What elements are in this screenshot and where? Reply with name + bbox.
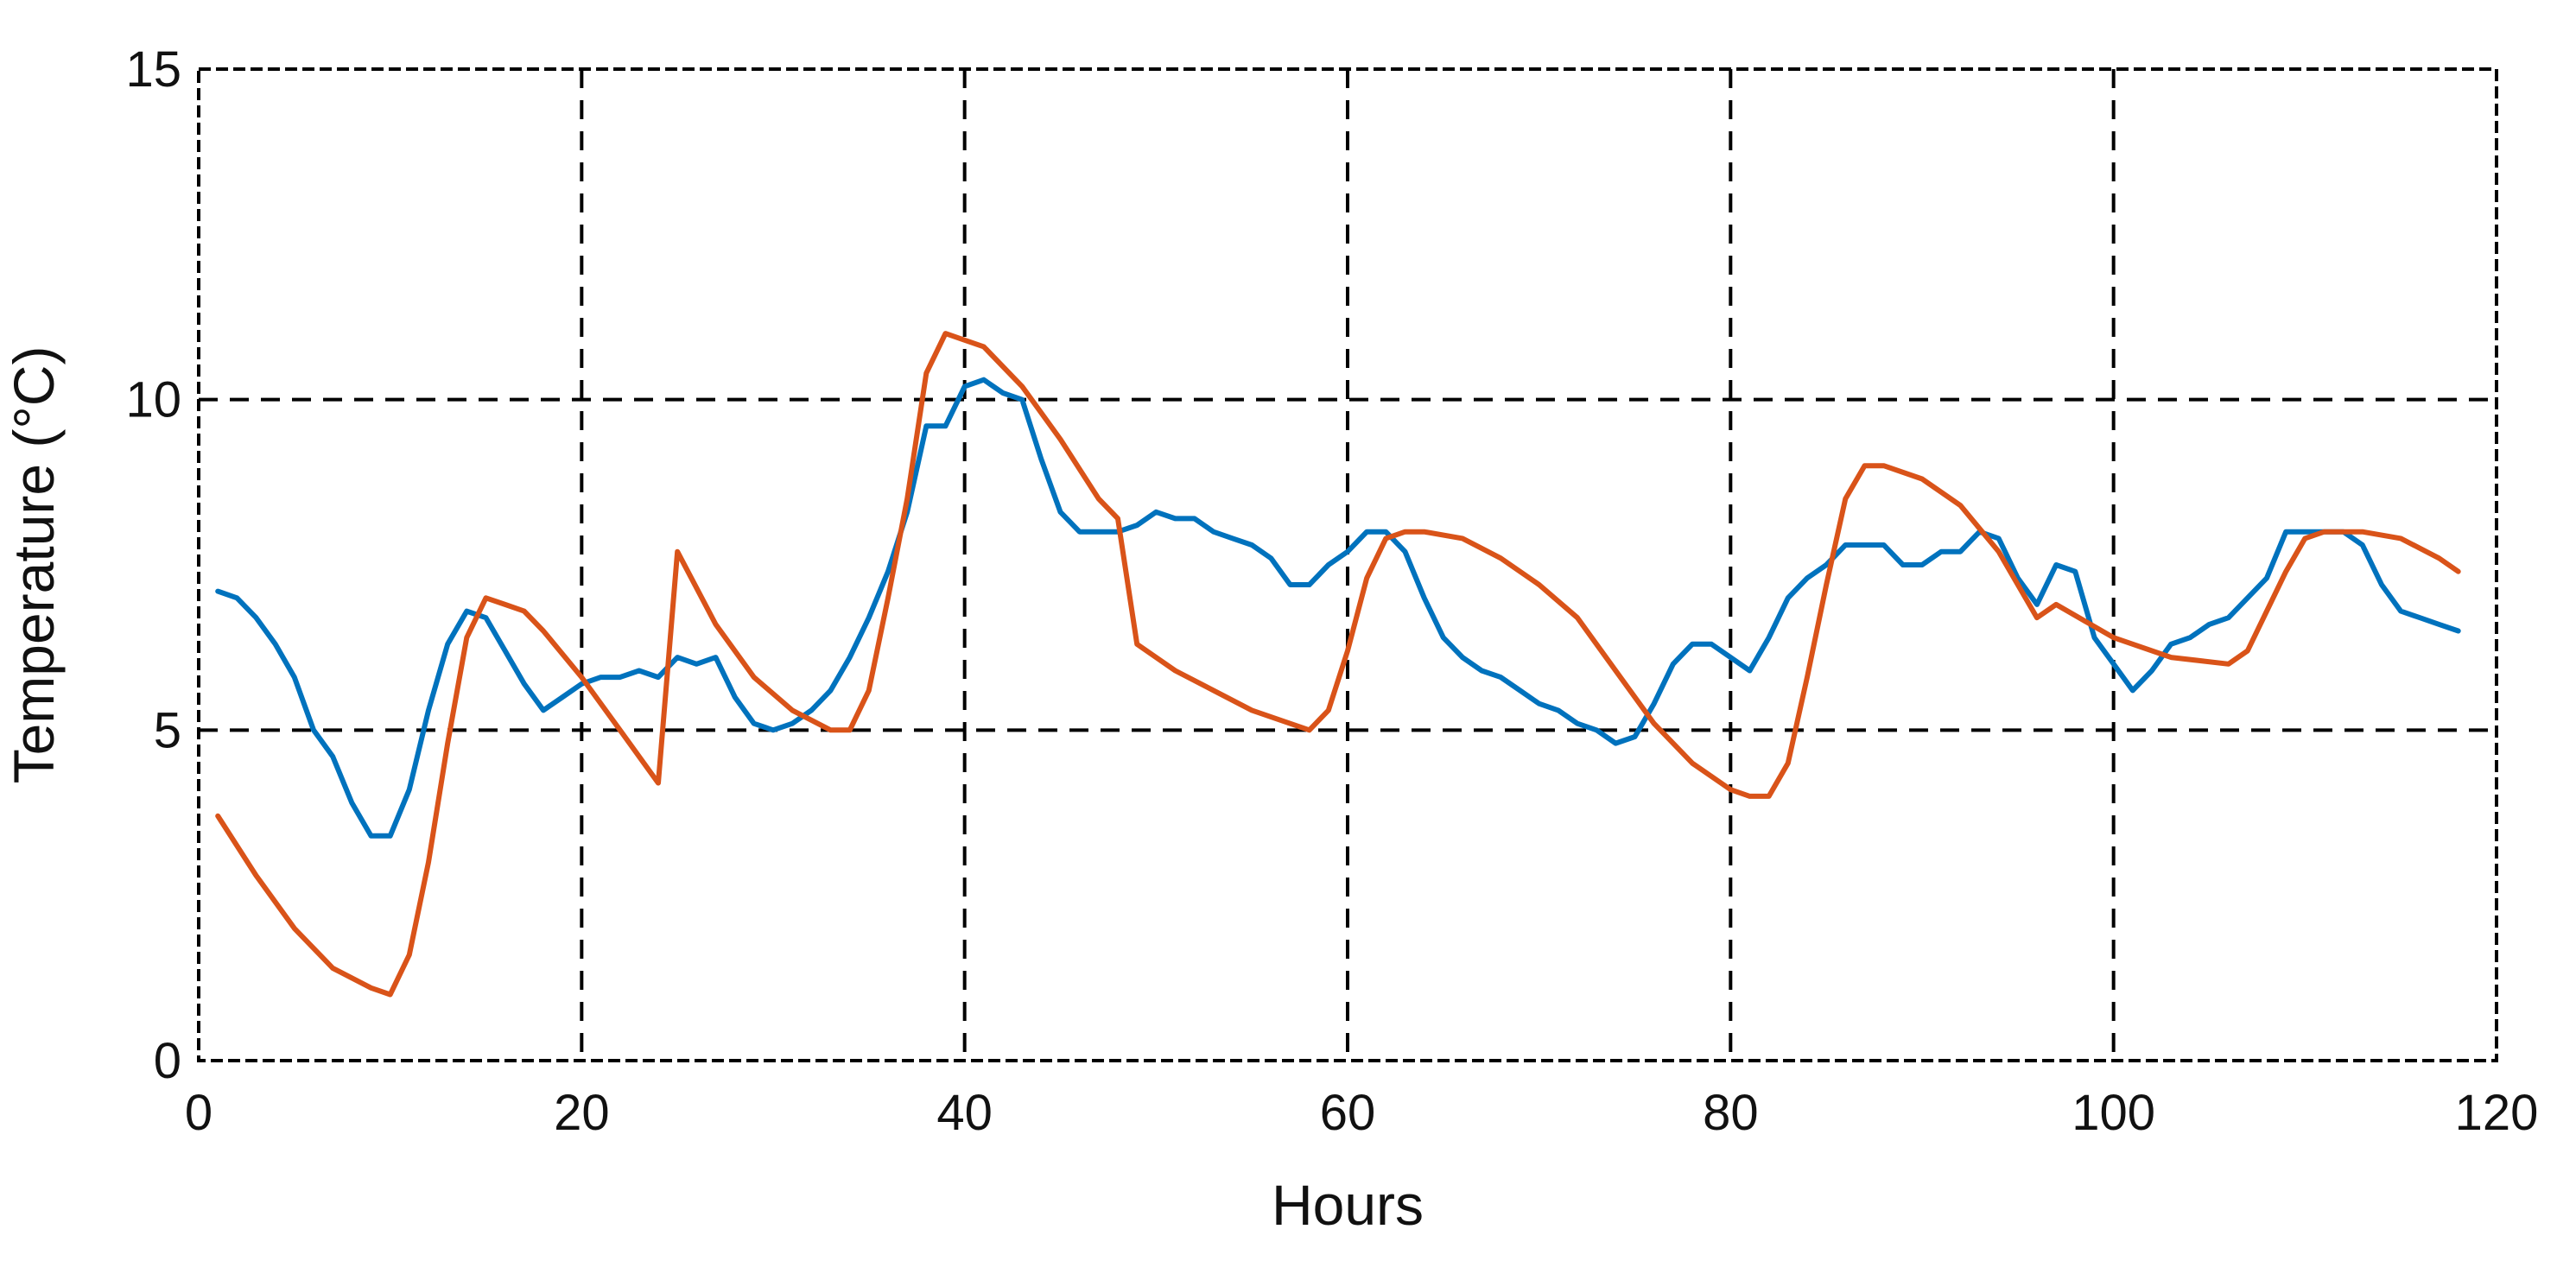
y-tick-label-3: 15 — [125, 41, 181, 98]
x-axis-label: Hours — [1272, 1173, 1424, 1237]
x-tick-label-6: 120 — [2455, 1085, 2539, 1141]
x-tick-label-4: 80 — [1703, 1085, 1759, 1141]
x-tick-label-5: 100 — [2072, 1085, 2155, 1141]
series-line-1 — [215, 377, 2461, 839]
plot-frame — [197, 67, 2498, 1062]
x-tick-label-1: 20 — [554, 1085, 610, 1141]
series-line-2 — [215, 331, 2461, 998]
series-lines — [215, 331, 2461, 998]
y-axis-label: Temperature (°C) — [2, 346, 66, 784]
x-tick-label-0: 0 — [185, 1085, 213, 1141]
y-tick-label-1: 5 — [154, 702, 181, 758]
axis-ticks: 0 20 40 60 80 100 120 0 5 10 15 — [125, 41, 2538, 1141]
x-tick-label-2: 40 — [936, 1085, 993, 1141]
x-tick-label-3: 60 — [1320, 1085, 1376, 1141]
grid — [199, 69, 2497, 1061]
y-tick-label-2: 10 — [125, 372, 181, 428]
y-tick-label-0: 0 — [154, 1033, 181, 1089]
